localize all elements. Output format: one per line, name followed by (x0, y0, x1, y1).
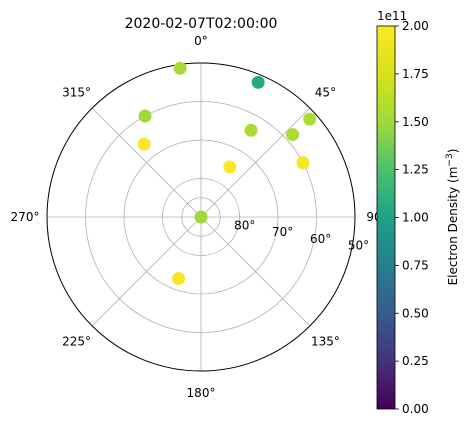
radial-tick-label: 70° (272, 225, 293, 239)
colorbar-label-close: ) (446, 149, 460, 154)
colorbar-label-exponent: −3 (445, 153, 455, 166)
grid-spoke (91, 216, 202, 327)
radial-tick-label: 80° (234, 218, 255, 232)
colorbar-ticks: 0.00 0.25 0.50 0.75 1.00 1.25 1.50 1.75 2.00 (395, 19, 429, 416)
data-point (137, 137, 151, 151)
colorbar-offset-text: 1e11 (377, 9, 407, 23)
colorbar-label: Electron Density (m−3) (445, 149, 460, 286)
colorbar-tick-label: 1.50 (402, 115, 429, 129)
polar-grid (47, 63, 355, 371)
radial-tick-labels: 80° 70° 60° 50° (234, 218, 369, 252)
colorbar-tick-label: 1.75 (402, 67, 429, 81)
angle-tick-label: 315° (62, 86, 91, 100)
radial-tick-label: 60° (310, 232, 331, 246)
grid-spoke (91, 107, 202, 218)
angle-tick-label: 270° (11, 210, 40, 224)
colorbar-tick-label: 0.25 (402, 354, 429, 368)
data-points (137, 61, 317, 286)
polar-frame (46, 62, 356, 372)
data-point (303, 112, 317, 126)
angle-tick-label: 135° (311, 334, 340, 348)
data-point (286, 128, 300, 142)
angle-tick-label: 0° (194, 34, 208, 48)
data-point (251, 75, 265, 89)
data-point (296, 156, 310, 170)
colorbar (376, 25, 396, 410)
colorbar-tick-label: 1.25 (402, 163, 429, 177)
data-point (244, 123, 258, 137)
grid-spoke (200, 107, 311, 218)
data-point (173, 61, 187, 75)
data-point (138, 109, 152, 123)
data-point (223, 160, 237, 174)
angle-tick-label: 225° (62, 334, 91, 348)
data-point (172, 272, 186, 286)
angle-tick-label: 45° (315, 86, 336, 100)
chart-title: 2020-02-07T02:00:00 (125, 16, 278, 32)
grid-spoke (200, 216, 311, 327)
radial-tick-label: 50° (348, 238, 369, 252)
colorbar-tick-label: 1.00 (402, 211, 429, 225)
colorbar-tick-label: 0.00 (402, 402, 429, 416)
colorbar-tick-label: 0.75 (402, 258, 429, 272)
colorbar-tick-label: 0.50 (402, 306, 429, 320)
angle-tick-label: 180° (187, 386, 216, 400)
colorbar-label-main: Electron Density (m (446, 167, 460, 286)
colorbar-tick-label: 2.00 (402, 19, 429, 33)
angle-tick-labels: 0°45°90°135°180°225°270°315° (11, 34, 388, 400)
data-point (194, 210, 208, 224)
